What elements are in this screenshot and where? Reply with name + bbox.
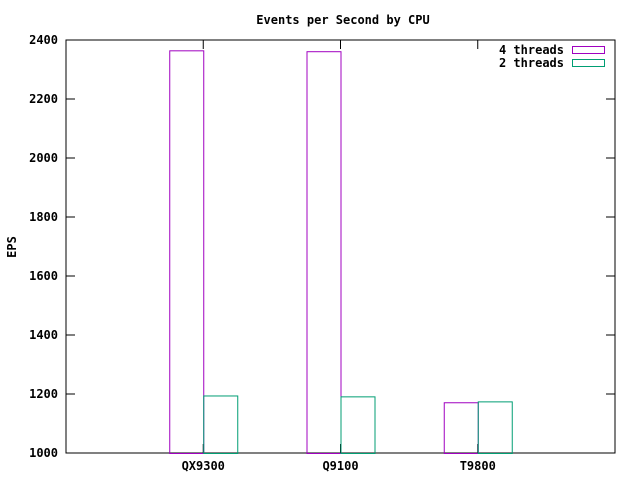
legend-label: 2 threads <box>499 56 564 70</box>
bar-t9800-series-1 <box>443 402 479 455</box>
x-tick-label: QX9300 <box>182 459 225 473</box>
bar-t9800-series-2 <box>477 401 513 454</box>
y-tick-label: 2200 <box>29 92 58 106</box>
y-tick-label: 1400 <box>29 328 58 342</box>
bar-q9100-series-2 <box>340 396 376 454</box>
x-tick-label: Q9100 <box>322 459 358 473</box>
y-axis: 1000 1200 1400 1600 1800 2000 2200 2400 <box>29 33 615 460</box>
y-tick-label: 2400 <box>29 33 58 47</box>
y-tick-label: 2000 <box>29 151 58 165</box>
chart-title: Events per Second by CPU <box>256 13 429 27</box>
legend-label: 4 threads <box>499 43 564 57</box>
legend-swatch <box>572 46 605 54</box>
bar-qx9300-series-1 <box>169 50 205 454</box>
bars <box>169 50 513 455</box>
y-tick-label: 1600 <box>29 269 58 283</box>
y-tick-label: 1000 <box>29 446 58 460</box>
x-axis: QX9300 Q9100 T9800 <box>182 40 496 473</box>
legend-swatch <box>572 59 605 67</box>
bar-qx9300-series-2 <box>203 395 239 455</box>
y-tick-label: 1200 <box>29 387 58 401</box>
x-tick-label: T9800 <box>460 459 496 473</box>
y-axis-label: EPS <box>5 236 19 258</box>
y-tick-label: 1800 <box>29 210 58 224</box>
bar-q9100-series-1 <box>306 51 342 455</box>
